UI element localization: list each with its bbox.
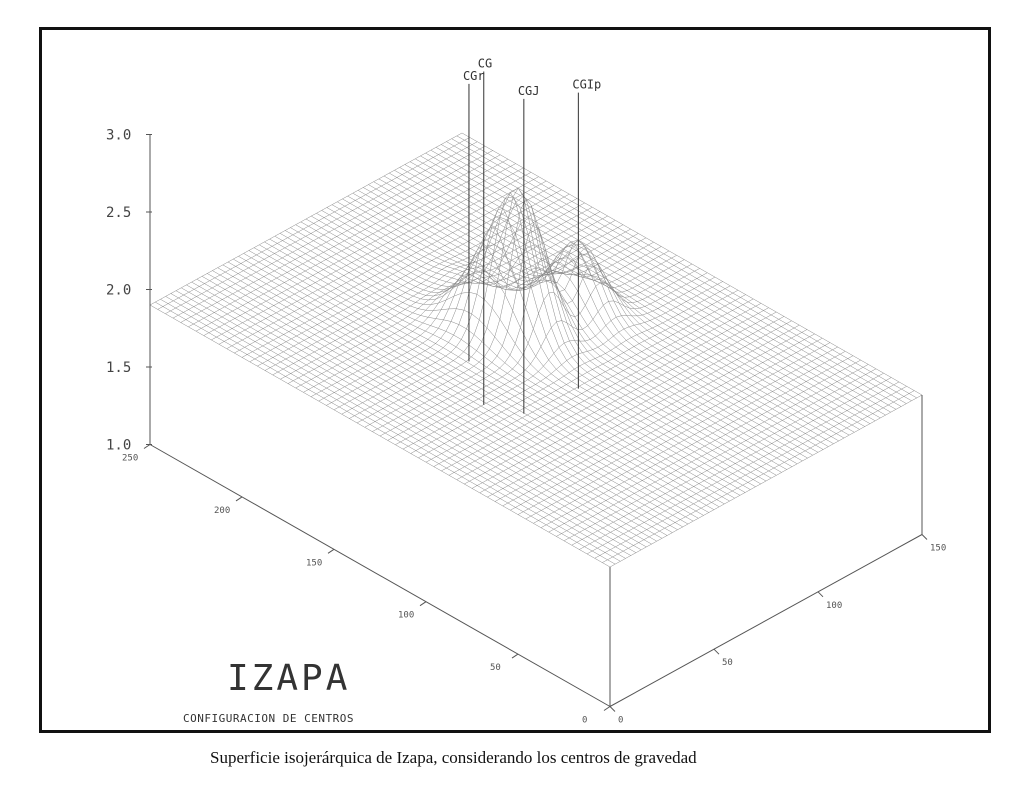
mesh-line <box>349 192 662 419</box>
box-edge <box>609 534 923 707</box>
y-tick-mark <box>921 534 928 540</box>
mesh-line <box>602 390 915 563</box>
y-tick-label: 50 <box>722 658 733 668</box>
peak-markers: CG CGJ CGIp CGr <box>463 56 601 414</box>
x-tick-mark <box>235 496 243 502</box>
figure-caption: Superficie isojerárquica de Izapa, consi… <box>210 748 697 767</box>
mesh-line <box>594 386 907 559</box>
mesh-line <box>415 158 876 422</box>
x-tick-label: 0 <box>582 716 587 726</box>
mesh-line <box>586 381 900 555</box>
z-tick-label: 2.5 <box>106 205 131 221</box>
mesh-line <box>461 132 923 396</box>
mesh-line <box>435 147 897 410</box>
mesh-line <box>379 257 693 437</box>
x-tick-label: 250 <box>122 454 138 464</box>
mesh-line <box>556 364 869 537</box>
mesh-line <box>451 138 912 401</box>
chart-subtitle: CONFIGURACION DE CENTROS <box>183 712 354 725</box>
z-tick-label: 1.0 <box>106 438 131 454</box>
x-tick-mark <box>143 444 151 449</box>
box-edge <box>149 444 611 707</box>
y-tick-mark <box>609 706 616 712</box>
x-tick-label: 50 <box>490 663 501 673</box>
x-tick-label: 150 <box>306 558 322 568</box>
chart-title: IZAPA <box>227 658 351 699</box>
mesh-line <box>372 223 685 432</box>
peak-label: CGr <box>463 69 485 83</box>
axis-ticks: 1.0 1.5 2.0 2.5 3.0 0 50 100 150 200 250 0 50 100 150 <box>106 128 946 726</box>
mesh-line <box>571 372 884 546</box>
mesh-line <box>430 149 891 413</box>
surface-plot: CG CGJ CGIp CGr 1.0 1.5 2.0 2.5 3.0 0 50 100 150 200… <box>106 56 946 726</box>
mesh-line <box>409 161 871 424</box>
z-tick-label: 3.0 <box>106 128 131 144</box>
surface-mesh <box>149 132 923 568</box>
x-tick-mark <box>419 601 427 607</box>
figure-frame: CG CGJ CGIp CGr 1.0 1.5 2.0 2.5 3.0 0 50 100 150 200… <box>39 27 991 733</box>
mesh-line <box>356 187 670 424</box>
x-tick-mark <box>511 653 519 659</box>
x-tick-label: 100 <box>398 611 414 621</box>
peak-label: CGIp <box>572 78 601 92</box>
mesh-line <box>425 152 886 416</box>
mesh-line <box>456 135 917 399</box>
mesh-line <box>563 368 877 542</box>
x-tick-mark <box>327 548 335 554</box>
z-tick-label: 1.5 <box>106 360 131 376</box>
y-tick-mark <box>817 591 824 598</box>
mesh-line <box>441 144 902 407</box>
y-tick-mark <box>713 648 720 655</box>
z-tick-label: 2.0 <box>106 283 131 299</box>
x-tick-mark <box>603 706 611 711</box>
peak-label: CGJ <box>518 84 540 98</box>
x-tick-label: 200 <box>214 506 230 516</box>
mesh-line <box>446 141 907 404</box>
mesh-line <box>300 217 761 485</box>
y-tick-label: 150 <box>930 544 946 554</box>
peak-label: CG <box>478 56 492 70</box>
mesh-line <box>609 394 923 568</box>
y-tick-label: 100 <box>826 601 842 611</box>
mesh-line <box>540 355 854 528</box>
y-tick-label: 0 <box>618 716 623 726</box>
mesh-line <box>420 155 881 419</box>
mesh-line <box>579 377 892 550</box>
mesh-line <box>548 359 861 533</box>
